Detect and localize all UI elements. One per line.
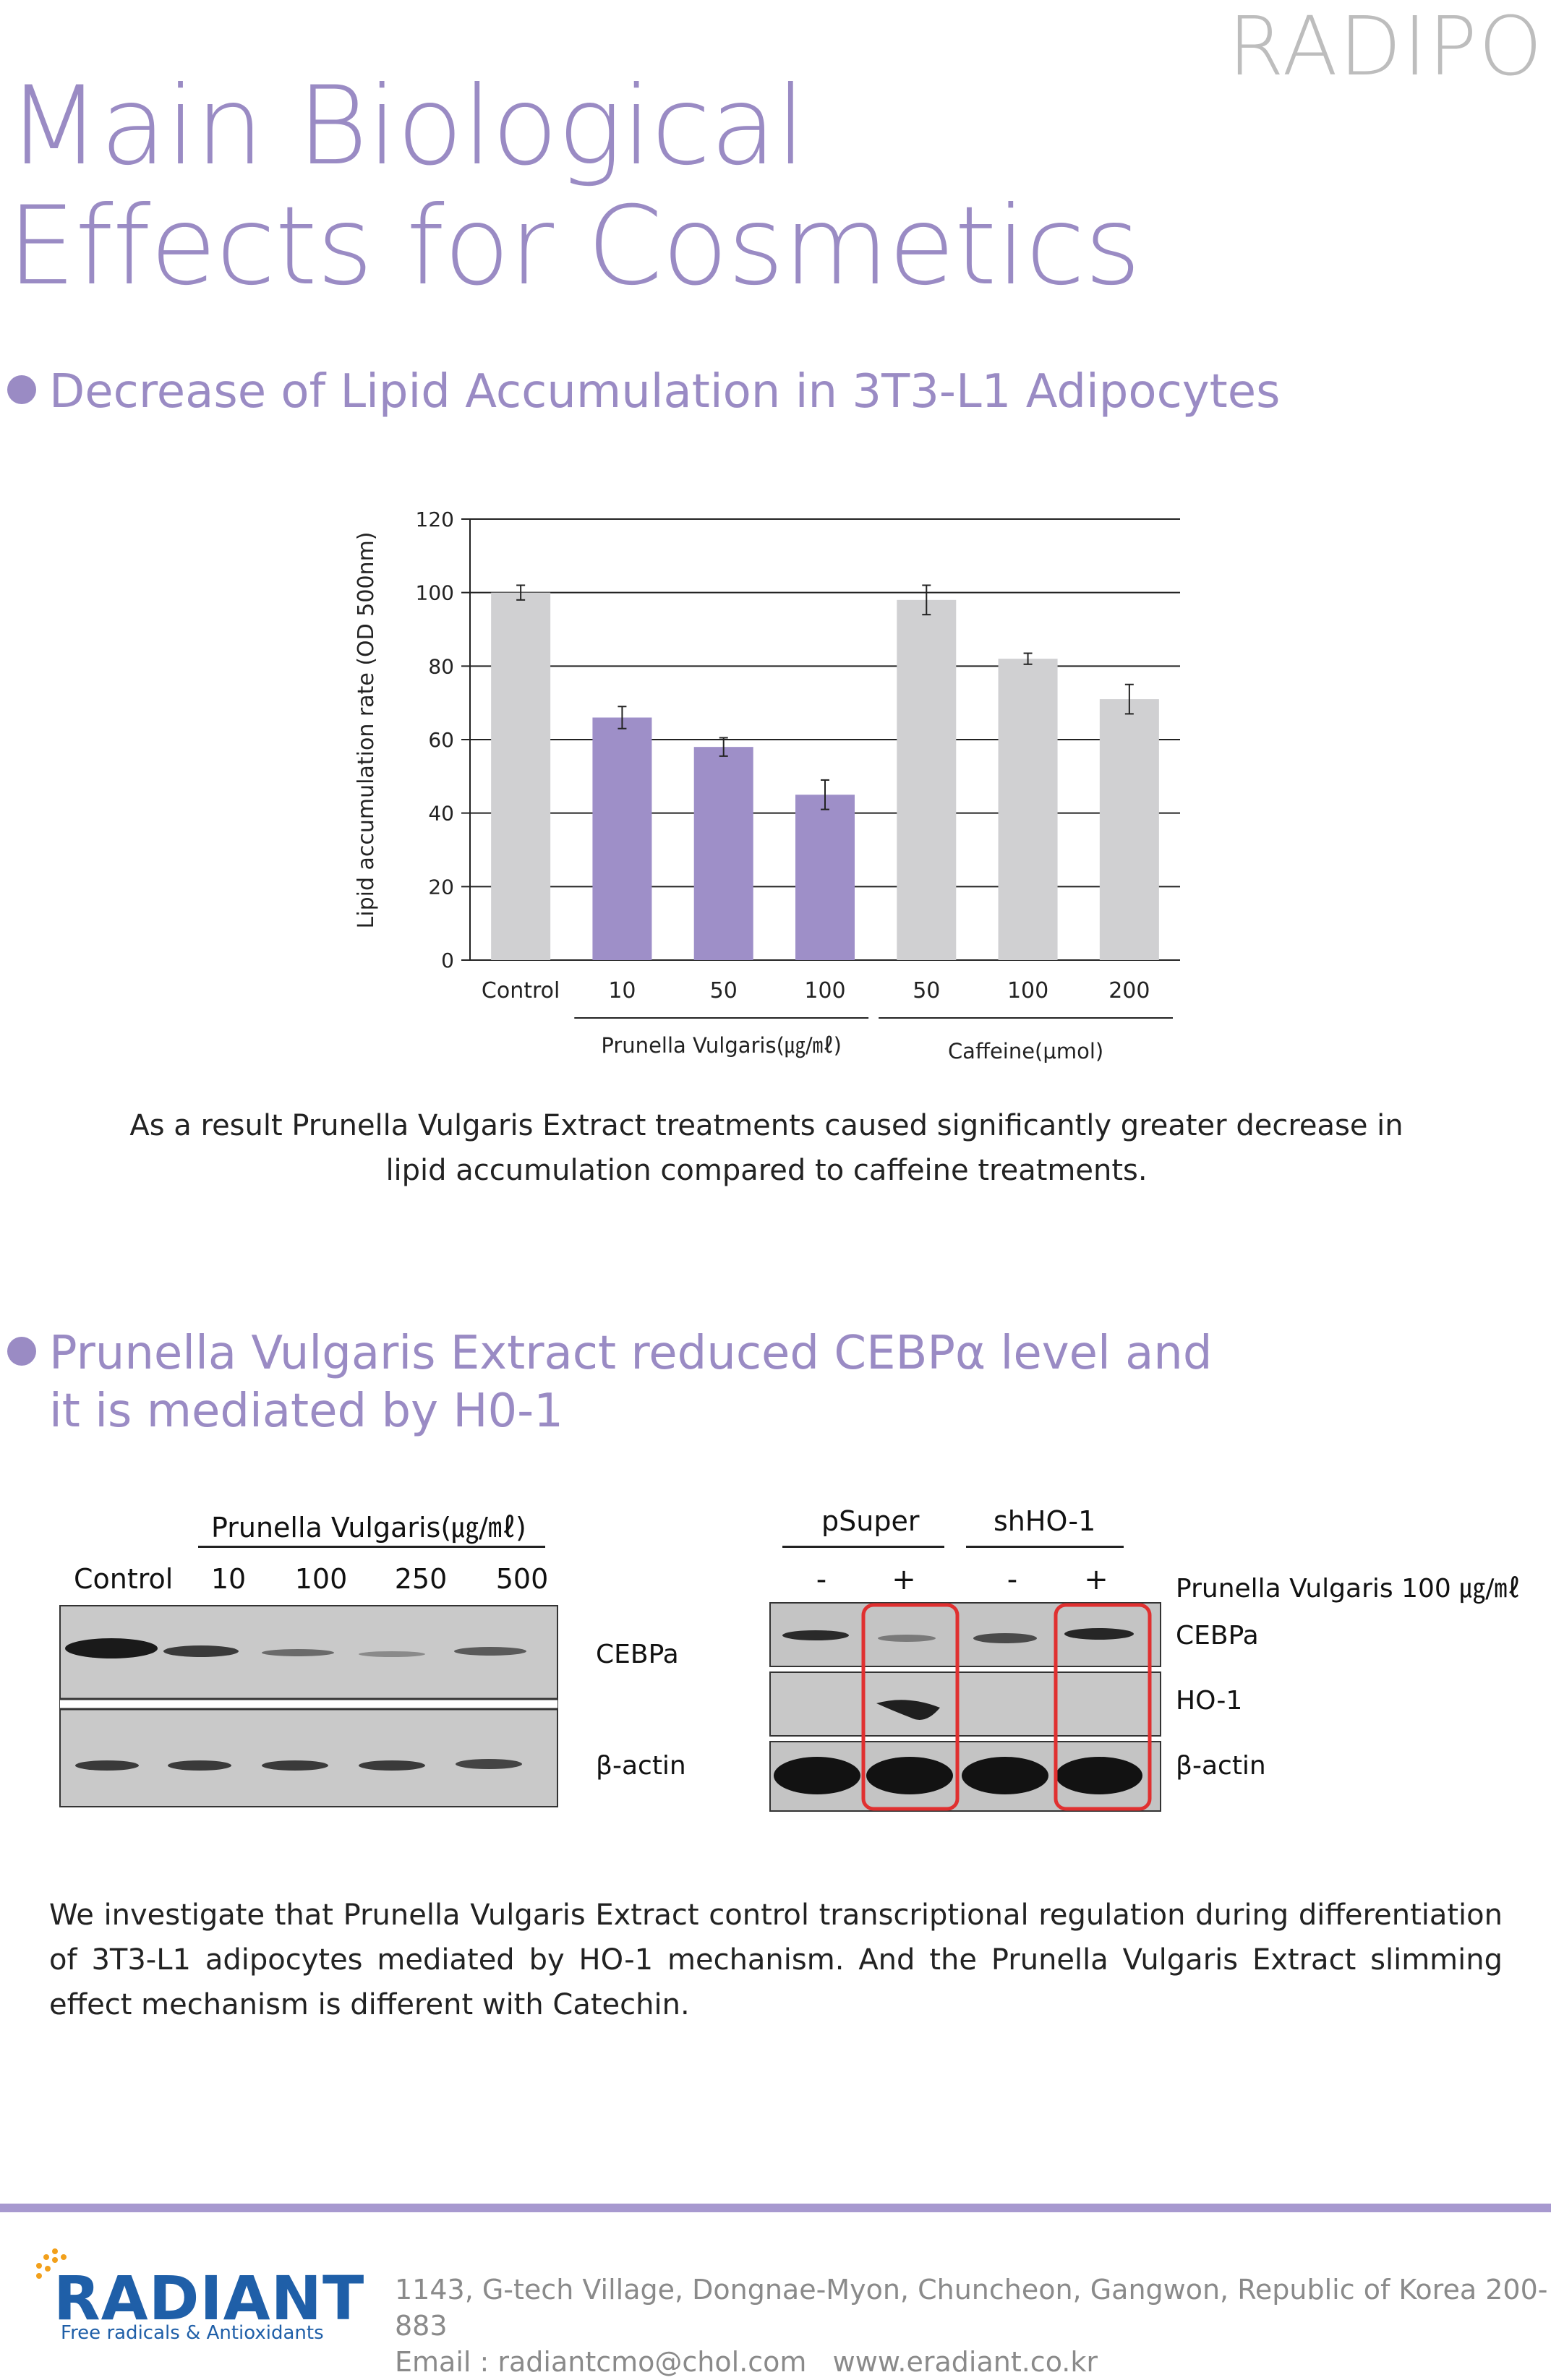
footer-rule (0, 2204, 1551, 2212)
blot2-group-shho1: shHO-1 (994, 1505, 1096, 1537)
footer-address: 1143, G-tech Village, Dongnae-Myon, Chun… (395, 2274, 1548, 2342)
y-tick-label: 100 (416, 581, 454, 605)
blot1-label-actin: β-actin (596, 1751, 686, 1781)
blot2-shho1-rule (966, 1546, 1124, 1548)
bar-1 (592, 717, 652, 960)
section1-heading: Decrease of Lipid Accumulation in 3T3-L1… (7, 363, 1280, 421)
logo-word: RADIANT (54, 2263, 365, 2334)
blot1-lane-250: 250 (394, 1563, 448, 1595)
y-tick-label: 20 (428, 875, 454, 899)
bar-6 (1099, 699, 1159, 960)
blot2-label-ho1: HO-1 (1176, 1686, 1243, 1716)
blot1-image (59, 1605, 558, 1807)
x-tick-label: 50 (913, 978, 940, 1003)
y-tick-label: 40 (428, 802, 454, 826)
blot1-header-rule (198, 1546, 545, 1548)
lipid-bar-chart: 0 20 40 60 80 100 120 Control 10 50 100 50 100 200 P… (354, 508, 1180, 1063)
bar-2 (693, 747, 753, 960)
body-paragraph: We investigate that Prunella Vulgaris Ex… (49, 1899, 1503, 2021)
blot2-psuper-rule (782, 1546, 944, 1548)
blot2-image (769, 1602, 1161, 1812)
section1-heading-text: Decrease of Lipid Accumulation in 3T3-L1… (49, 365, 1281, 419)
blot2-treatment-label: Prunella Vulgaris 100 ㎍/㎖ (1176, 1574, 1521, 1604)
blot2-group-psuper: pSuper (821, 1505, 920, 1537)
blot2-sign-1: - (816, 1563, 827, 1596)
section2-heading-line1: Prunella Vulgaris Extract reduced CEBPα … (49, 1327, 1213, 1380)
blot1-label-cebpa: CEBPa (596, 1640, 679, 1669)
page-title-line1: Main Biological (7, 64, 806, 189)
page-title-line2: Effects for Cosmetics (7, 184, 1141, 309)
bar-5 (998, 659, 1058, 960)
section2-heading: Prunella Vulgaris Extract reduced CEBPα … (7, 1324, 1212, 1440)
y-tick-label: 0 (441, 949, 454, 972)
bar-4 (897, 599, 957, 960)
y-tick-label: 60 (428, 728, 454, 752)
x-tick-label: 200 (1108, 978, 1150, 1003)
y-tick-label: 80 (428, 654, 454, 678)
blot2-label-actin: β-actin (1176, 1751, 1266, 1781)
blot2-label-cebpa: CEBPa (1176, 1621, 1259, 1651)
blot1-lane-control: Control (74, 1563, 174, 1595)
x-tick-label: 10 (608, 978, 636, 1003)
x-tick-label: Control (482, 978, 560, 1003)
blot1-lane-100: 100 (294, 1563, 348, 1595)
blot1-lane-500: 500 (495, 1563, 549, 1595)
bar-0 (491, 592, 551, 960)
y-tick-label: 120 (416, 508, 454, 531)
blot2-sign-4: + (1084, 1563, 1108, 1596)
footer-contact: Email : radiantcmo@chol.com www.eradiant… (395, 2346, 1098, 2378)
x-tick-label: 100 (1007, 978, 1048, 1003)
bullet-icon (7, 375, 36, 405)
group-label: Prunella Vulgaris(㎍/㎖) (601, 1033, 842, 1058)
x-tick-label: 100 (804, 978, 845, 1003)
blot2-sign-3: - (1007, 1563, 1018, 1596)
footer-address-block: 1143, G-tech Village, Dongnae-Myon, Chun… (395, 2272, 1551, 2380)
blot2-sign-2: + (892, 1563, 916, 1596)
x-tick-label: 50 (710, 978, 738, 1003)
logo-dots-icon (36, 2248, 67, 2279)
bar-3 (795, 795, 855, 960)
page-title: Main Biological Effects for Cosmetics (7, 64, 1141, 309)
blot1-header: Prunella Vulgaris(㎍/㎖) (211, 1512, 526, 1544)
bullet-icon (7, 1337, 36, 1366)
section2-heading-line2: it is mediated by H0-1 (49, 1384, 563, 1438)
chart-caption: As a result Prunella Vulgaris Extract tr… (129, 1109, 1403, 1187)
brand-label: RADIPO (1228, 0, 1544, 94)
blot1-lane-10: 10 (210, 1563, 247, 1595)
y-axis-label: Lipid accumulation rate (OD 500nm) (354, 532, 379, 929)
logo-tagline: Free radicals & Antioxidants (61, 2322, 324, 2344)
group-label: Caffeine(μmol) (948, 1039, 1103, 1063)
